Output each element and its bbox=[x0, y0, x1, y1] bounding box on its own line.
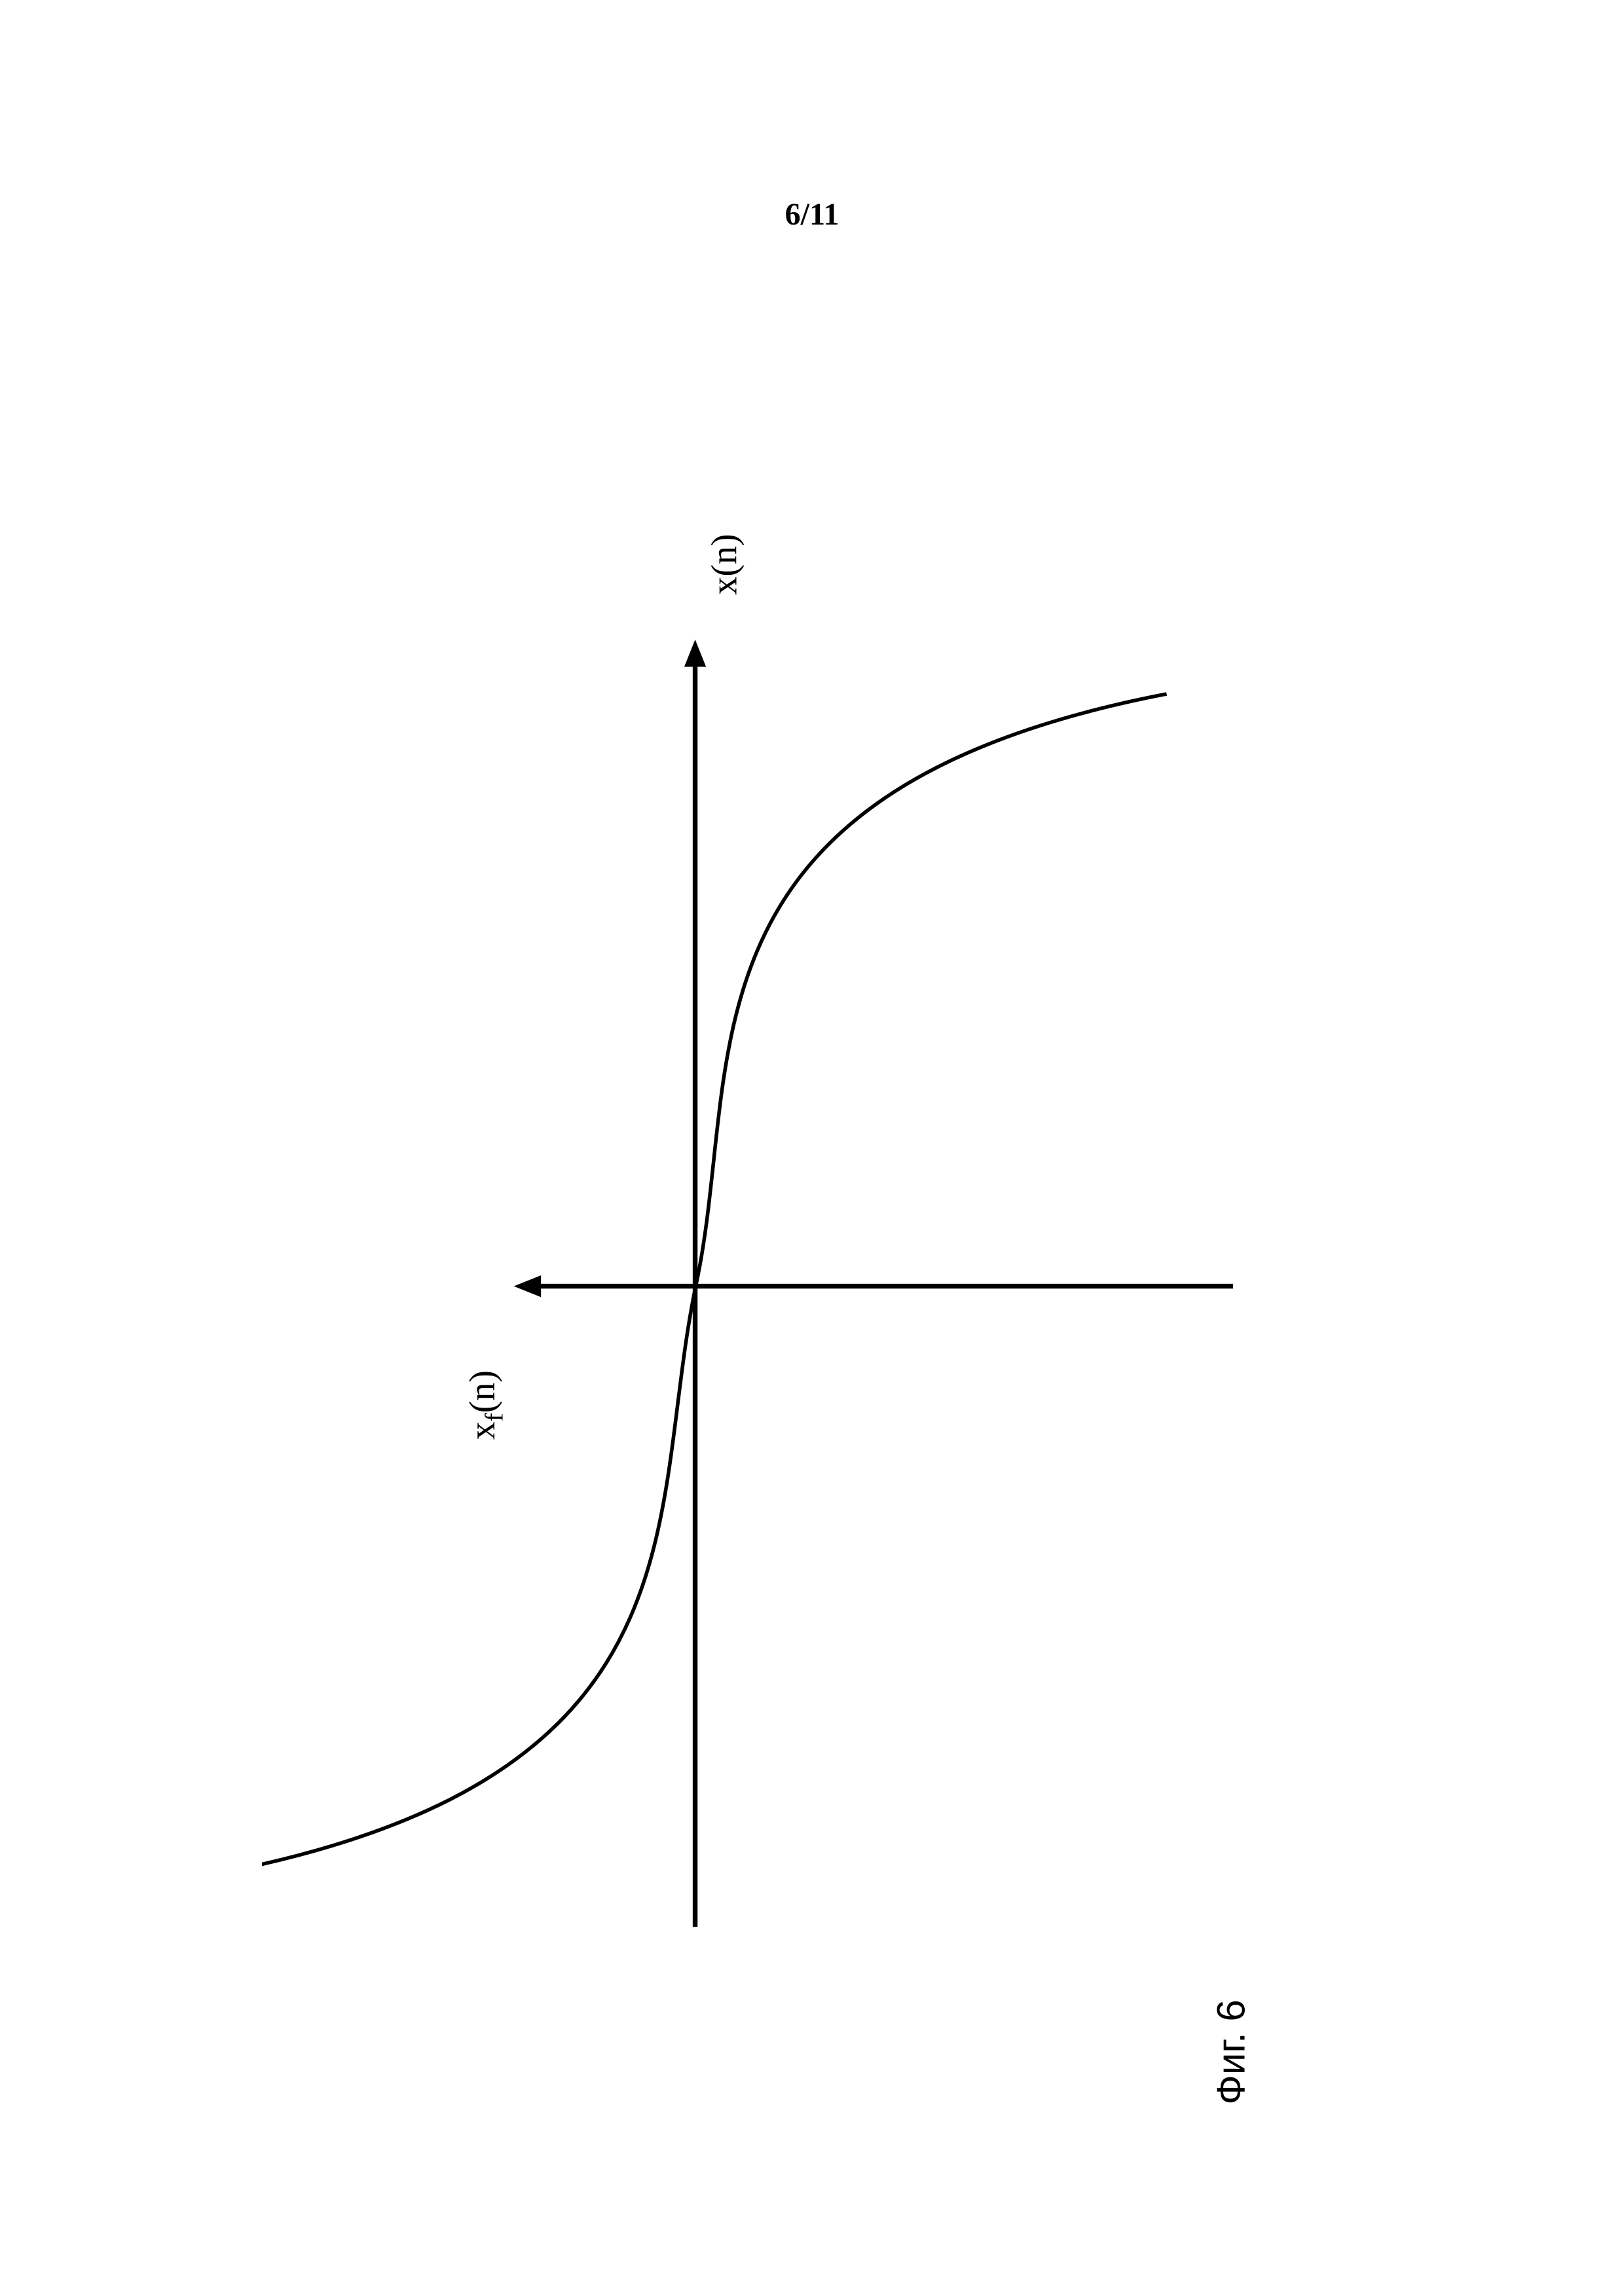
page-number: 6/11 bbox=[785, 196, 840, 232]
x-axis-arrow bbox=[514, 1275, 542, 1297]
x-axis-label-sub: f bbox=[480, 1413, 508, 1421]
x-axis-label-arg: (n) bbox=[462, 1370, 503, 1413]
figure-svg bbox=[262, 458, 1310, 2030]
x-axis-label-main: x bbox=[462, 1421, 503, 1440]
y-axis-arrow bbox=[684, 640, 706, 667]
y-axis-label: x(n) bbox=[704, 534, 746, 594]
x-axis-label: xf(n) bbox=[462, 1370, 509, 1440]
y-axis-label-arg: (n) bbox=[705, 534, 745, 576]
figure-caption: Фиг. 6 bbox=[1209, 1999, 1254, 2104]
sigmoid-curve bbox=[262, 694, 1167, 1872]
figure-container: x(n) xf(n) Фиг. 6 bbox=[262, 458, 1310, 2030]
y-axis-label-main: x bbox=[705, 577, 745, 595]
